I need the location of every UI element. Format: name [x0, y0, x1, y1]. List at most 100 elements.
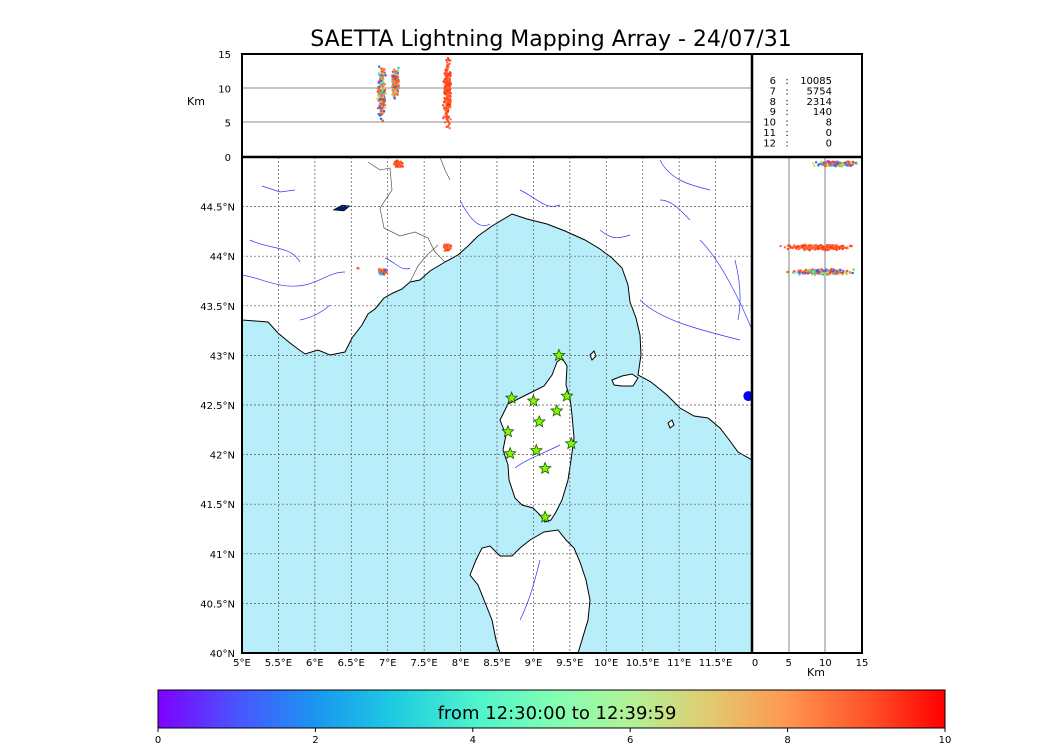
- altitude-km-tick-label: 0: [752, 658, 758, 669]
- altitude-source-point: [395, 77, 398, 81]
- side-x-axis-label: Km: [807, 666, 825, 679]
- side-source-point: [792, 245, 795, 248]
- side-source-point: [832, 269, 835, 273]
- side-source-point: [835, 244, 838, 247]
- altitude-source-point: [444, 86, 447, 90]
- side-source-point: [824, 249, 827, 252]
- station-marker: [504, 391, 519, 404]
- map-source-point: [396, 162, 400, 165]
- side-source-point: [824, 269, 827, 273]
- latitude-tick-label: 44.5°N: [200, 203, 235, 214]
- count-value: 2314: [807, 97, 832, 108]
- altitude-source-point: [448, 100, 451, 104]
- latitude-tick-label: 42.5°N: [200, 401, 235, 412]
- altitude-source-point: [382, 87, 385, 90]
- colorbar-ticks: 0 2 4 6 8 10: [155, 728, 952, 746]
- altitude-source-point: [381, 82, 385, 85]
- altitude-source-point: [391, 94, 395, 97]
- altitude-source-point: [396, 93, 399, 97]
- altitude-longitude-panel: 0 5 10 15 Km: [187, 50, 752, 164]
- side-source-point: [815, 246, 818, 249]
- side-source-point: [837, 246, 840, 250]
- altitude-source-point: [378, 73, 381, 77]
- side-source-point: [809, 244, 813, 247]
- side-panel-background: [752, 157, 862, 653]
- count-separator: :: [785, 97, 788, 108]
- side-source-point: [811, 268, 814, 271]
- station-marker: [503, 446, 517, 460]
- altitude-source-point: [448, 62, 451, 65]
- altitude-source-point: [392, 75, 395, 78]
- longitude-tick-label: 6°E: [306, 658, 324, 669]
- altitude-source-point: [393, 82, 396, 85]
- side-source-point: [783, 246, 787, 249]
- altitude-source-point: [391, 85, 394, 88]
- altitude-source-point: [383, 98, 386, 101]
- altitude-source-point: [380, 70, 383, 73]
- side-source-point: [813, 164, 816, 168]
- map-source-point: [401, 165, 404, 168]
- altitude-source-point: [397, 66, 400, 70]
- altitude-source-point: [380, 112, 383, 116]
- colorbar-tick-label: 4: [470, 735, 476, 746]
- side-source-point: [788, 244, 792, 248]
- latitude-tick-label: 44°N: [210, 252, 235, 263]
- count-level: 10: [763, 118, 776, 129]
- altitude-source-point: [449, 95, 452, 98]
- altitude-source-point: [447, 72, 450, 76]
- side-source-point: [835, 162, 839, 166]
- capraia-island: [589, 350, 597, 361]
- altitude-source-point: [379, 117, 383, 121]
- side-source-point: [831, 160, 834, 164]
- count-value: 0: [826, 128, 832, 139]
- altitude-source-point: [444, 108, 447, 112]
- station-marker: [538, 509, 552, 523]
- count-value: 10085: [800, 76, 832, 87]
- station-marker: [564, 436, 579, 450]
- count-separator: :: [785, 76, 788, 87]
- colorbar-tick-label: 8: [784, 735, 790, 746]
- side-source-point: [832, 247, 835, 251]
- longitude-tick-label: 9°E: [525, 658, 543, 669]
- altitude-source-point: [378, 89, 381, 93]
- altitude-source-point: [382, 109, 386, 113]
- altitude-source-point: [379, 100, 383, 103]
- altitude-km-tick-label: 15: [856, 658, 869, 669]
- altitude-source-point: [384, 106, 387, 110]
- colorbar-tick-label: 10: [939, 735, 952, 746]
- side-source-point: [848, 244, 852, 248]
- side-source-point: [786, 270, 789, 274]
- altitude-source-point: [442, 80, 445, 83]
- altitude-source-point: [445, 73, 448, 76]
- count-level: 11: [763, 128, 776, 139]
- side-source-point: [817, 271, 821, 274]
- altitude-tick-label: 10: [218, 84, 231, 95]
- map-source-point: [444, 244, 447, 247]
- altitude-source-point: [447, 59, 451, 62]
- elba-island: [611, 373, 639, 387]
- altitude-km-tick-label: 5: [785, 658, 791, 669]
- side-source-point: [804, 271, 807, 274]
- side-source-point: [847, 161, 851, 164]
- altitude-y-ticks: 0 5 10 15: [218, 50, 231, 164]
- altitude-source-point: [443, 106, 446, 110]
- side-source-point: [833, 164, 836, 167]
- altitude-source-point: [445, 59, 448, 62]
- altitude-source-point: [445, 76, 448, 80]
- altitude-source-point: [379, 87, 383, 90]
- latitude-tick-label: 42°N: [210, 451, 235, 462]
- side-source-point: [826, 160, 829, 163]
- side-source-point: [820, 160, 824, 164]
- altitude-source-point: [449, 118, 452, 121]
- side-source-point: [812, 247, 815, 251]
- longitude-tick-label: 5.5°E: [265, 658, 292, 669]
- longitude-tick-label: 5°E: [233, 658, 251, 669]
- panel-frames: [241, 53, 863, 654]
- altitude-source-point: [380, 104, 383, 108]
- side-source-point: [797, 269, 800, 272]
- side-source-point: [841, 272, 844, 276]
- latitude-tick-label: 41.5°N: [200, 500, 235, 511]
- altitude-source-point: [445, 114, 449, 117]
